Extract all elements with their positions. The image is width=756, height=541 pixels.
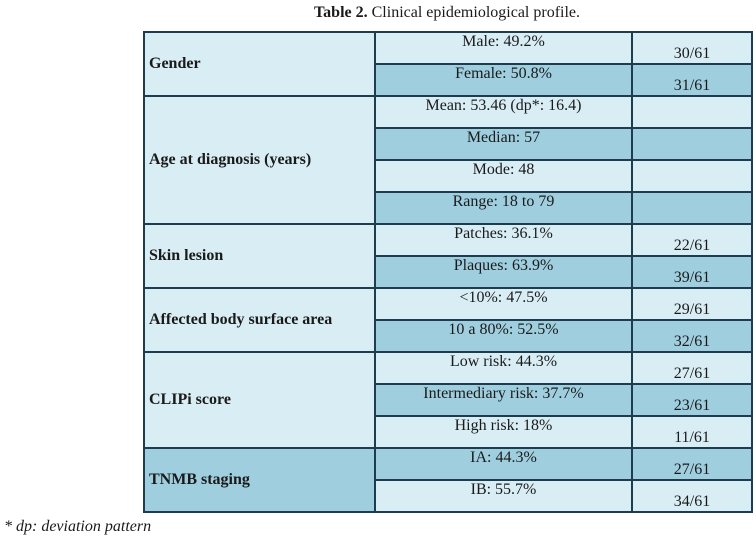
count-cell xyxy=(631,191,753,225)
epidemiological-profile-table: Gender Male: 49.2% 30/61 Female: 50.8% 3… xyxy=(143,31,753,513)
row-label-affected-area: Affected body surface area xyxy=(143,287,376,353)
table-row: Gender Male: 49.2% 30/61 xyxy=(143,31,753,97)
value-cell: Mean: 53.46 (dp*: 16.4) xyxy=(374,95,633,129)
count-cell: 29/61 xyxy=(631,287,753,321)
caption-text: Clinical epidemiological profile. xyxy=(371,4,581,21)
count-cell: 11/61 xyxy=(631,415,753,449)
count-cell xyxy=(631,127,753,161)
value-cell: Plaques: 63.9% xyxy=(374,255,633,289)
count-cell: 23/61 xyxy=(631,383,753,417)
table-row: High risk: 18% 11/61 xyxy=(144,415,753,449)
count-cell: 32/61 xyxy=(631,319,753,353)
table-row: Affected body surface area <10%: 47.5% 2… xyxy=(143,287,753,353)
value-cell: Range: 18 to 79 xyxy=(374,191,633,225)
caption-label: Table 2. xyxy=(313,4,368,21)
value-cell: IA: 44.3% xyxy=(374,447,633,481)
value-cell: Male: 49.2% xyxy=(374,31,633,65)
value-cell: Low risk: 44.3% xyxy=(374,351,633,385)
table-row: Plaques: 63.9% 39/61 xyxy=(144,255,753,289)
table-row: Median: 57 xyxy=(144,127,753,161)
value-cell: IB: 55.7% xyxy=(374,479,633,513)
count-cell: 27/61 xyxy=(631,447,753,481)
value-cell: 10 a 80%: 52.5% xyxy=(374,319,633,353)
count-cell: 22/61 xyxy=(631,223,753,257)
count-cell xyxy=(631,159,753,193)
row-label-age: Age at diagnosis (years) xyxy=(143,95,376,225)
table-row: Range: 18 to 79 xyxy=(144,191,753,225)
value-cell: <10%: 47.5% xyxy=(374,287,633,321)
footnote: * dp: deviation pattern xyxy=(4,518,152,535)
table-row: Skin lesion Patches: 36.1% 22/61 xyxy=(143,223,753,289)
count-cell: 31/61 xyxy=(631,63,753,97)
table-row: IB: 55.7% 34/61 xyxy=(144,479,753,513)
count-cell: 34/61 xyxy=(631,479,753,513)
count-cell xyxy=(631,95,753,129)
row-label-gender: Gender xyxy=(143,31,376,97)
row-label-clipi-score: CLIPi score xyxy=(143,351,376,449)
count-cell: 27/61 xyxy=(631,351,753,385)
table-row: CLIPi score Low risk: 44.3% 27/61 xyxy=(143,351,753,449)
value-cell: Mode: 48 xyxy=(374,159,633,193)
table-row: Intermediary risk: 37.7% 23/61 xyxy=(144,383,753,417)
value-cell: Patches: 36.1% xyxy=(374,223,633,257)
row-label-tnmb-staging: TNMB staging xyxy=(143,447,376,513)
value-cell: High risk: 18% xyxy=(374,415,633,449)
table-row: Mode: 48 xyxy=(144,159,753,193)
table-row: Female: 50.8% 31/61 xyxy=(144,63,753,97)
count-cell: 39/61 xyxy=(631,255,753,289)
table-row: Age at diagnosis (years) Mean: 53.46 (dp… xyxy=(143,95,753,225)
count-cell: 30/61 xyxy=(631,31,753,65)
table-caption: Table 2. Clinical epidemiological profil… xyxy=(0,3,756,23)
value-cell: Female: 50.8% xyxy=(374,63,633,97)
value-cell: Intermediary risk: 37.7% xyxy=(374,383,633,417)
row-label-skin-lesion: Skin lesion xyxy=(143,223,376,289)
value-cell: Median: 57 xyxy=(374,127,633,161)
table-row: TNMB staging IA: 44.3% 27/61 xyxy=(143,447,753,513)
table-row: 10 a 80%: 52.5% 32/61 xyxy=(144,319,753,353)
